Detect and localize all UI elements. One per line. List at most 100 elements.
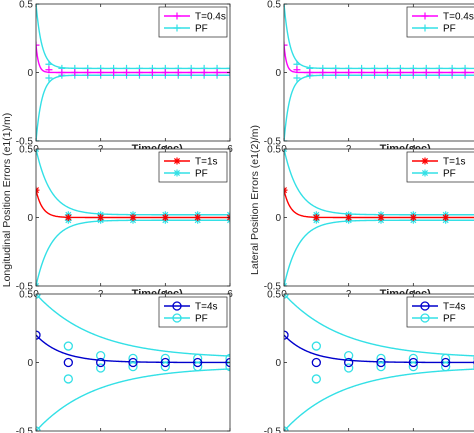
- legend-box: [158, 151, 228, 183]
- legend-label: T=4s: [443, 302, 466, 313]
- y-tick-label: 0.5: [19, 145, 33, 156]
- data-point-main: [84, 69, 92, 76]
- data-point-main: [306, 69, 314, 76]
- series-line-pf-upper: [284, 4, 474, 70]
- data-point-main: [332, 69, 340, 76]
- legend-marker: [420, 313, 430, 323]
- data-point-main: [36, 41, 40, 49]
- data-point-main: [377, 214, 385, 221]
- data-point-main: [63, 357, 73, 368]
- y-tick-label: -0.5: [264, 282, 282, 293]
- data-point-main: [225, 357, 230, 368]
- y-tick-label: 0: [27, 68, 33, 79]
- data-point-main: [58, 69, 66, 76]
- legend-label: T=0.4s: [443, 12, 474, 23]
- y-tick-label: 0: [27, 358, 33, 369]
- legend-marker: [173, 157, 181, 165]
- y-tick-label: 0.5: [267, 145, 281, 156]
- data-point-main: [383, 69, 391, 76]
- legend-label: T=1s: [443, 157, 466, 168]
- data-point-main: [422, 69, 430, 76]
- data-point-pf-lower: [128, 361, 138, 372]
- legend-marker: [420, 301, 430, 311]
- legend-label: T=0.4s: [195, 12, 226, 23]
- legend-marker: [421, 24, 429, 32]
- data-point-main: [311, 357, 321, 368]
- series-line-main: [284, 45, 474, 74]
- data-point-main: [135, 69, 143, 76]
- legend-marker: [421, 12, 429, 20]
- data-point-pf-upper: [226, 64, 230, 72]
- legend-label: T=1s: [195, 157, 218, 168]
- data-point-pf-lower: [225, 361, 230, 372]
- legend-label: PF: [195, 24, 208, 35]
- series-line-pf-lower: [36, 74, 230, 141]
- data-point-main: [97, 69, 105, 76]
- legend-marker: [173, 169, 181, 177]
- data-point-pf-upper: [344, 350, 354, 361]
- y-tick-label: -0.5: [264, 137, 282, 148]
- data-point-main: [200, 69, 208, 76]
- data-layer: [284, 4, 474, 141]
- data-point-main: [284, 41, 288, 49]
- y-tick-label: -0.5: [264, 427, 282, 433]
- data-layer: [36, 294, 230, 431]
- y-tick-label: 0.5: [267, 290, 281, 301]
- data-point-pf-upper: [225, 353, 230, 364]
- data-point-main: [160, 357, 170, 368]
- legend-box: [406, 151, 474, 183]
- y-tick-label: 0: [275, 358, 281, 369]
- data-point-main: [371, 69, 379, 76]
- data-point-main: [123, 69, 131, 76]
- legend-label: PF: [443, 24, 456, 35]
- data-point-main: [45, 66, 53, 74]
- data-point-main: [193, 357, 203, 368]
- y-tick-label: 0.5: [19, 0, 33, 11]
- y-tick-label: 0.5: [19, 290, 33, 301]
- data-point-pf-lower: [96, 363, 106, 373]
- data-point-main: [345, 69, 353, 76]
- legend-label: T=4s: [195, 302, 218, 313]
- data-point-main: [129, 214, 137, 221]
- legend-marker: [172, 313, 182, 323]
- data-point-pf-lower: [45, 74, 53, 82]
- data-point-main: [442, 214, 450, 221]
- legend-marker: [173, 24, 181, 32]
- legend-box: [158, 296, 228, 328]
- y-tick-label: -0.5: [16, 282, 34, 293]
- data-point-main: [161, 69, 169, 76]
- data-point-main: [96, 357, 106, 368]
- data-point-main: [148, 69, 156, 76]
- data-point-main: [461, 69, 469, 76]
- data-point-pf-lower: [376, 361, 386, 372]
- series-line-pf-upper: [36, 4, 230, 70]
- legend-marker: [172, 301, 182, 311]
- data-point-pf-lower: [63, 374, 73, 384]
- data-point-main: [435, 69, 443, 76]
- series-line-main: [36, 45, 230, 74]
- y-tick-label: 0: [275, 213, 281, 224]
- data-point-main: [64, 214, 72, 221]
- data-point-main: [174, 69, 182, 76]
- data-point-pf-lower: [160, 361, 170, 372]
- data-point-main: [441, 357, 451, 368]
- subplot-grid: 0246-0.500.5Time(sec)T=0.4sPF0246-0.500.…: [16, 0, 474, 433]
- data-point-main: [284, 330, 289, 340]
- legend-label: PF: [195, 314, 208, 325]
- data-point-pf-lower: [344, 363, 354, 373]
- data-point-pf-upper: [311, 341, 321, 351]
- data-point-main: [187, 69, 195, 76]
- data-point-main: [97, 214, 105, 221]
- legend-marker: [173, 12, 181, 20]
- data-point-pf-upper: [63, 341, 73, 351]
- data-point-main: [36, 330, 41, 340]
